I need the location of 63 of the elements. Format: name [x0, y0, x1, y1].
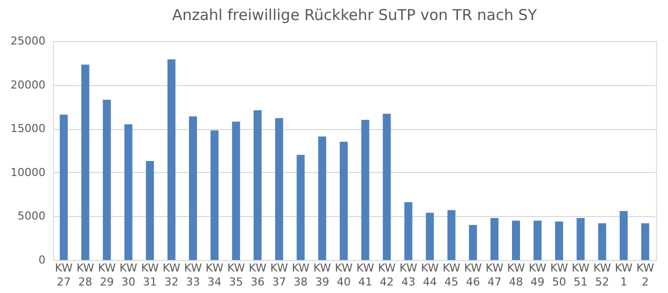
bar: [404, 202, 412, 260]
x-tick-label: KW 35: [227, 262, 246, 288]
x-tick-label: KW 46: [464, 262, 482, 288]
y-tick-label: 10000: [10, 166, 46, 179]
bar: [318, 136, 326, 260]
x-tick-label: KW 32: [162, 262, 180, 288]
bar: [382, 114, 391, 260]
y-tick-label: 20000: [10, 78, 46, 92]
x-tick-label: KW 50: [550, 262, 568, 288]
bar: [188, 116, 197, 260]
x-tick-label: KW 38: [292, 262, 310, 288]
x-tick-label: KW 30: [120, 262, 138, 288]
x-tick-label: KW 41: [356, 262, 374, 288]
x-tick-label: KW 37: [270, 262, 288, 288]
bar: [275, 118, 284, 260]
y-tick-label: 5000: [18, 210, 46, 223]
x-tick-label: KW 48: [507, 262, 525, 288]
bar: [534, 220, 542, 260]
y-tick-label: 0: [38, 254, 46, 266]
bar: [146, 161, 154, 260]
x-tick-label: KW 47: [486, 262, 504, 288]
x-tick-label: KW 44: [421, 262, 439, 288]
x-tick-label: KW 52: [593, 262, 612, 288]
x-tick-label: KW 2: [636, 262, 654, 288]
x-tick-label: KW 45: [442, 262, 460, 288]
bar: [468, 224, 477, 260]
x-tick-label: KW 1: [614, 262, 633, 288]
bar: [447, 210, 456, 260]
chart-title: Anzahl freiwillige Rückkehr SuTP von TR nach SY: [172, 6, 538, 24]
bar: [102, 100, 111, 260]
x-tick-label: KW 39: [313, 262, 332, 288]
x-tick-label: KW 40: [334, 262, 353, 288]
x-tick-label: KW 27: [54, 262, 73, 288]
x-tick-label: KW 29: [98, 262, 116, 288]
bar: [167, 59, 176, 260]
x-tick-label: KW 49: [528, 262, 547, 288]
bar: [81, 64, 90, 260]
bar: [232, 122, 240, 260]
bar: [426, 212, 434, 260]
bar: [296, 154, 305, 260]
bar: [620, 210, 628, 260]
x-tick-label: KW 43: [399, 262, 418, 288]
x-tick-label: KW 28: [76, 262, 94, 288]
x-tick-label: KW 31: [141, 262, 159, 288]
bar: [641, 223, 650, 260]
x-tick-label: KW 34: [206, 262, 224, 288]
bar: [512, 220, 520, 260]
bar: [490, 218, 498, 260]
bar: [210, 130, 219, 260]
x-tick-label: KW 42: [378, 262, 396, 288]
bar: [555, 221, 564, 260]
x-tick-label: KW 51: [572, 262, 590, 288]
y-tick-label: 15000: [10, 122, 46, 136]
bar: [576, 218, 585, 260]
bar: [60, 114, 68, 260]
bar: [361, 120, 370, 260]
bar: [340, 142, 348, 260]
y-tick-label: 25000: [10, 34, 46, 48]
bar: [598, 223, 606, 260]
bar: [254, 110, 262, 260]
x-tick-label: KW 33: [184, 262, 202, 288]
x-tick-label: KW 36: [248, 262, 267, 288]
bar: [124, 124, 132, 260]
